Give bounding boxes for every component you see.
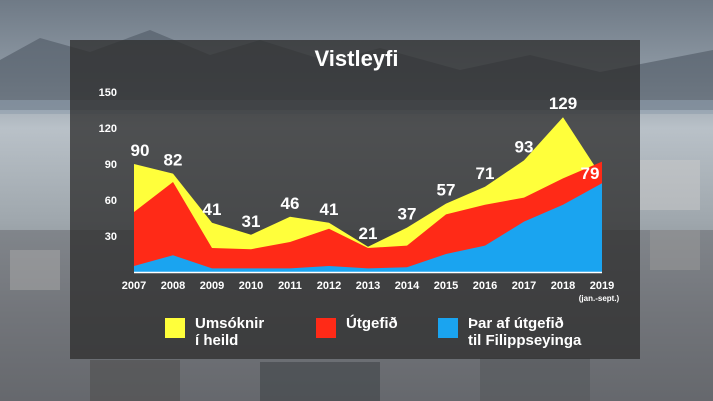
y-tick-label: 120 [99, 123, 117, 135]
x-tick-label: 2008 [161, 280, 185, 292]
legend-label-umsoknir: Umsóknir í heild [195, 315, 265, 349]
area-series-utgefid [134, 161, 602, 272]
x-tick-label: 2010 [239, 280, 263, 292]
data-label: 46 [281, 194, 300, 213]
data-label: 21 [359, 224, 378, 243]
x-axis-note: (jan.-sept.) [579, 294, 620, 303]
area-series-filippseyinga [134, 183, 602, 272]
legend-swatch-utgefid [316, 318, 336, 338]
x-tick-label: 2017 [512, 280, 536, 292]
x-tick-label: 2015 [434, 280, 458, 292]
x-tick-label: 2012 [317, 280, 341, 292]
data-label: 57 [437, 181, 456, 200]
data-label: 41 [320, 200, 339, 219]
data-label: 129 [549, 94, 577, 113]
x-tick-label: 2011 [278, 280, 302, 292]
y-tick-label: 30 [105, 231, 117, 243]
x-tick-label: 2007 [122, 280, 146, 292]
x-tick-label: 2013 [356, 280, 380, 292]
legend-label-utgefid: Útgefið [346, 315, 398, 332]
legend-item-utgefid: Útgefið [316, 315, 398, 338]
data-label: 93 [515, 137, 534, 156]
data-label: 31 [242, 212, 261, 231]
y-tick-label: 150 [99, 87, 117, 99]
legend-swatch-filippseyinga [438, 318, 458, 338]
legend-swatch-umsoknir [165, 318, 185, 338]
data-label: 37 [398, 205, 417, 224]
data-label: 79 [581, 164, 600, 183]
legend-label-filippseyinga: Þar af útgefið til Filippseyinga [468, 315, 582, 349]
x-tick-label: 2019 [590, 280, 614, 292]
y-tick-label: 90 [105, 159, 117, 171]
x-tick-label: 2009 [200, 280, 224, 292]
data-label: 82 [164, 151, 183, 170]
data-label: 90 [131, 141, 150, 160]
legend-item-filippseyinga: Þar af útgefið til Filippseyinga [438, 315, 581, 349]
data-label: 71 [476, 164, 495, 183]
x-tick-label: 2016 [473, 280, 497, 292]
legend-item-umsoknir: Umsóknir í heild [165, 315, 264, 349]
x-tick-label: 2014 [395, 280, 420, 292]
chart-title: Vistleyfi [314, 46, 399, 71]
y-tick-label: 60 [105, 195, 117, 207]
x-tick-label: 2018 [551, 280, 575, 292]
data-label: 41 [203, 200, 222, 219]
